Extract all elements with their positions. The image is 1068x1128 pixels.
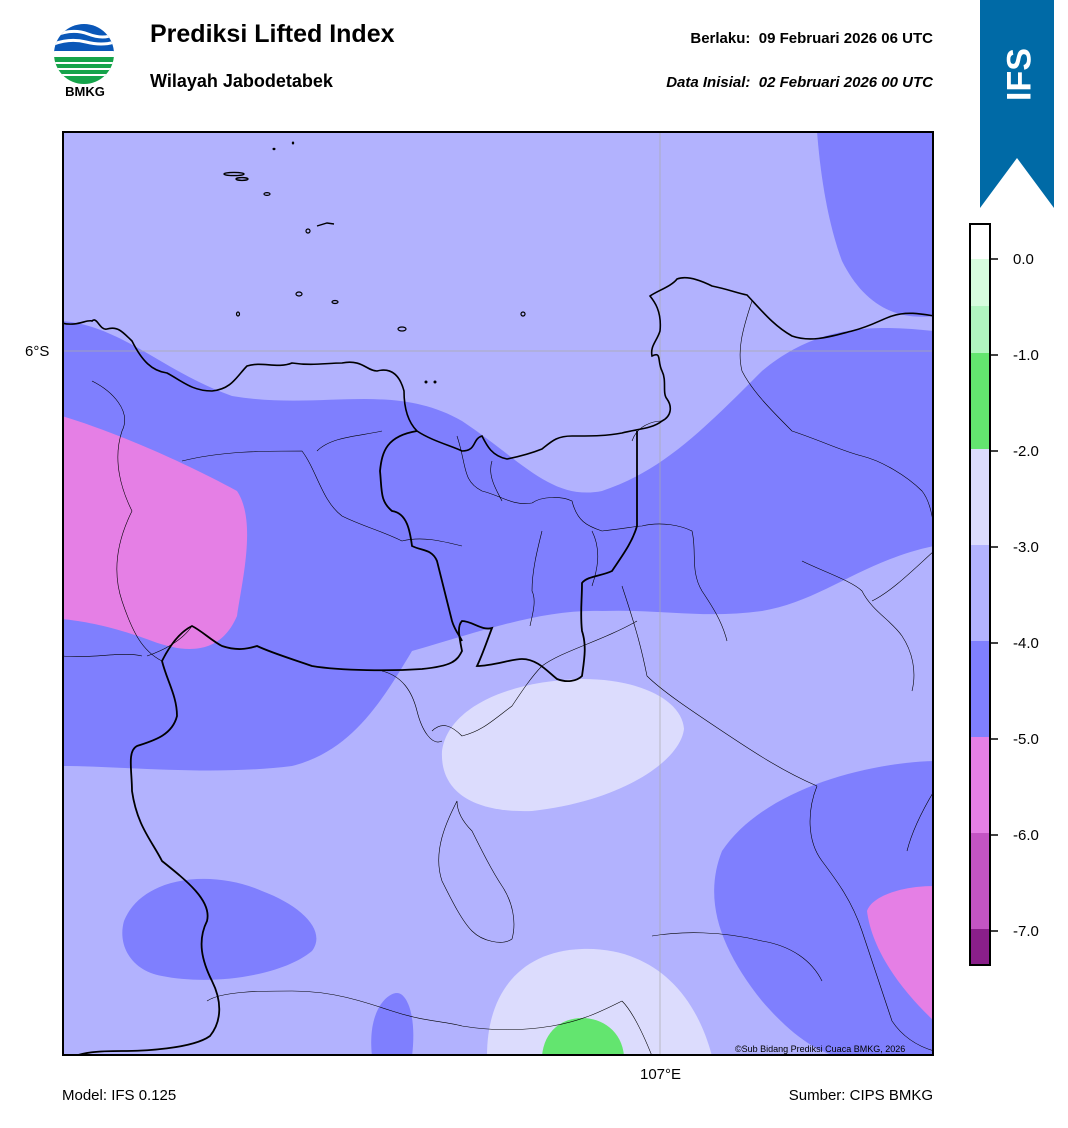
- colorbar-segment: [970, 737, 990, 834]
- init-label: Data Inisial:: [666, 74, 751, 91]
- lifted-index-light-center: [441, 679, 684, 812]
- lifted-index-map: [62, 131, 934, 1056]
- island: [235, 176, 249, 182]
- colorbar: [969, 223, 998, 966]
- ifs-ribbon: [980, 0, 1054, 208]
- island: [424, 380, 428, 384]
- island: [520, 311, 526, 317]
- island: [295, 291, 303, 297]
- ifs-ribbon-label: IFS: [1000, 48, 1039, 102]
- colorbar-segment: [970, 306, 990, 354]
- colorbar-label: -2.0: [1013, 443, 1039, 460]
- lifted-index-green-spot: [542, 1018, 624, 1056]
- colorbar-segment: [970, 641, 990, 738]
- colorbar-segment: [970, 545, 990, 642]
- bmkg-logo-icon: [54, 24, 114, 84]
- lifted-index-band-4-5: [62, 321, 934, 771]
- lifted-index-oval-bottomleft: [122, 878, 317, 980]
- colorbar-segment: [970, 449, 990, 546]
- colorbar-frame: [969, 223, 991, 966]
- island: [397, 326, 407, 332]
- coastline: [62, 276, 934, 460]
- island: [263, 191, 271, 196]
- valid-label: Berlaku:: [690, 30, 751, 47]
- colorbar-label: -4.0: [1013, 635, 1039, 652]
- colorbar-label: -3.0: [1013, 539, 1039, 556]
- colorbar-label: 0.0: [1013, 251, 1034, 268]
- island: [331, 299, 339, 305]
- valid-time: Berlaku: 09 Februari 2026 06 UTC: [690, 30, 933, 47]
- init-value: 02 Februari 2026 00 UTC: [758, 74, 933, 91]
- island: [291, 141, 295, 145]
- colorbar-segment: [970, 929, 990, 965]
- island: [305, 228, 311, 234]
- init-time: Data Inisial: 02 Februari 2026 00 UTC: [666, 74, 933, 91]
- bmkg-logo-text: BMKG: [65, 84, 105, 99]
- colorbar-label: -7.0: [1013, 923, 1039, 940]
- island: [433, 380, 437, 384]
- colorbar-label: -1.0: [1013, 347, 1039, 364]
- colorbar-segment: [970, 224, 990, 260]
- colorbar-label: -5.0: [1013, 731, 1039, 748]
- source-info: Sumber: CIPS BMKG: [788, 1087, 933, 1104]
- colorbar-segment: [970, 259, 990, 307]
- lifted-index-small-blue: [371, 993, 414, 1056]
- copyright-text: ©Sub Bidang Prediksi Cuaca BMKG, 2026: [735, 1044, 906, 1054]
- lifted-index-pink-right: [867, 886, 934, 1021]
- regency-boundary: [62, 300, 934, 1056]
- province-boundary-2: [379, 430, 463, 642]
- island: [272, 147, 276, 151]
- lifted-index-light-bottom: [487, 948, 712, 1056]
- island: [223, 171, 245, 177]
- model-info: Model: IFS 0.125: [62, 1087, 177, 1104]
- map-frame: [62, 131, 934, 1056]
- valid-value: 09 Februari 2026 06 UTC: [758, 30, 933, 47]
- province-boundary: [71, 431, 638, 1056]
- island: [235, 311, 241, 317]
- map-title: Prediksi Lifted Index: [150, 20, 395, 48]
- lon-tick-label: 107°E: [640, 1066, 682, 1083]
- island: [316, 222, 335, 227]
- lat-tick-label: 6°S: [25, 343, 50, 360]
- colorbar-segment: [970, 353, 990, 450]
- colorbar-segment: [970, 833, 990, 930]
- lifted-index-topright-4-5: [817, 131, 934, 317]
- colorbar-label: -6.0: [1013, 827, 1039, 844]
- lifted-index-pink-left: [62, 416, 248, 649]
- map-subtitle: Wilayah Jabodetabek: [150, 71, 333, 91]
